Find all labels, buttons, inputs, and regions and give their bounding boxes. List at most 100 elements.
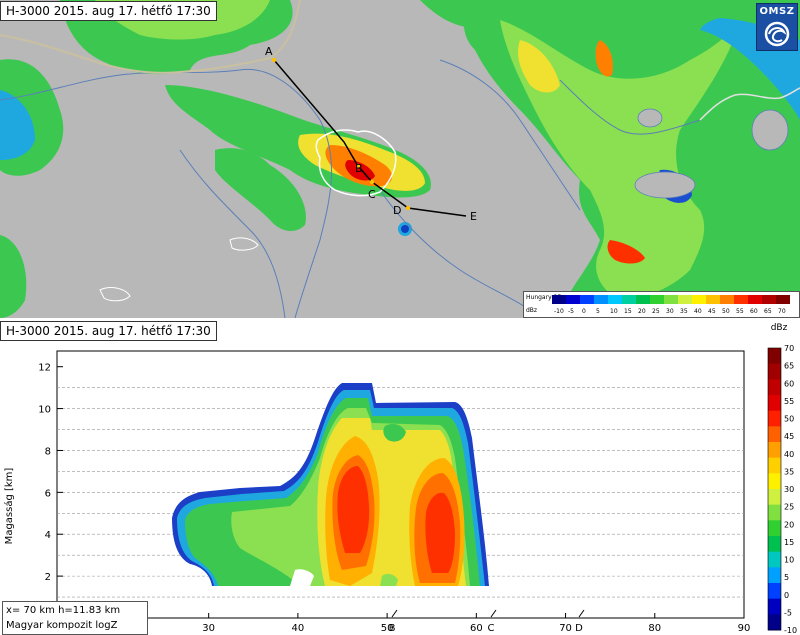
scale-tick-label: 70 (778, 308, 786, 315)
scale-tick-label: 20 (638, 308, 646, 315)
scale-tick-label: 55 (736, 308, 744, 315)
scale-swatch (608, 295, 622, 304)
y-tick-label: 4 (45, 530, 51, 541)
y-axis-label: Magasság [km] (3, 468, 15, 545)
colorbar-tick-label: 70 (784, 344, 794, 353)
colorbar-tick-label: -10 (784, 626, 797, 635)
scale-swatch (720, 295, 734, 304)
scale-tick-label: 50 (722, 308, 730, 315)
colorbar-swatch (768, 614, 781, 631)
colorbar-swatch (768, 583, 781, 600)
colorbar-swatch (768, 395, 781, 412)
scale-unit: dBz (526, 307, 538, 314)
radar-map-panel[interactable]: A B C D E H-3000 2015. aug 17. hétfő 17:… (0, 0, 800, 318)
omsz-logo-text: OMSZ (759, 6, 795, 17)
scale-swatch (692, 295, 706, 304)
colorbar-tick-label: 30 (784, 485, 794, 494)
section-point-d: D (393, 204, 401, 217)
colorbar-tick-label: 15 (784, 538, 794, 547)
section-point-c: C (368, 188, 376, 201)
reflectivity-field (172, 383, 489, 586)
precipitation-areas (0, 0, 800, 318)
x-tick-label: 60 (470, 623, 483, 634)
x-tick-label: 80 (648, 623, 661, 634)
scale-swatch (734, 295, 748, 304)
colorbar-swatch (768, 504, 781, 521)
omsz-logo: OMSZ (756, 3, 798, 51)
colorbar-tick-label: 55 (784, 397, 794, 406)
scale-tick-label: 35 (680, 308, 688, 315)
scale-swatch (636, 295, 650, 304)
section-point-markers: B C D (389, 609, 585, 634)
scale-swatch (748, 295, 762, 304)
scale-tick-label: 30 (666, 308, 674, 315)
scale-tick-label: -10 (554, 308, 564, 315)
y-tick-label: 12 (38, 363, 51, 374)
colorbar-swatch (768, 520, 781, 537)
colorbar-tick-label: 35 (784, 467, 794, 476)
scale-swatch (566, 295, 580, 304)
section-point-e: E (470, 210, 477, 223)
colorbar-swatch (768, 598, 781, 615)
scale-swatches: -10 -5 0 5 10 15 20 25 30 35 40 45 50 55 60 65 70 (552, 295, 790, 315)
colorbar-tick-label: 20 (784, 520, 794, 529)
boundaries (0, 0, 800, 302)
scale-tick-label: 40 (694, 308, 702, 315)
colorbar-tick-label: 40 (784, 450, 794, 459)
section-marker-label: B (389, 623, 396, 634)
colorbar-swatch (768, 551, 781, 568)
scale-swatch (622, 295, 636, 304)
colorbar-tick-label: 50 (784, 415, 794, 424)
scale-swatch (706, 295, 720, 304)
x-tick-label: 70 (559, 623, 572, 634)
colorbar-swatch (768, 426, 781, 443)
colorbar-tick-label: 25 (784, 503, 794, 512)
readout-position: x= 70 km h=11.83 km (6, 605, 121, 616)
colorbar-swatch (768, 473, 781, 490)
colorbar-swatch (768, 457, 781, 474)
colorbar-tick-label: 10 (784, 556, 794, 565)
height-gridlines (57, 387, 744, 598)
scale-swatch (664, 295, 678, 304)
scale-tick-label: 25 (652, 308, 660, 315)
colorbar-tick-label: 60 (784, 379, 794, 388)
height-axis-ticks: 12 10 8 6 4 2 (38, 363, 63, 583)
lakes (634, 108, 789, 199)
scale-swatch (650, 295, 664, 304)
colorbar-tick-label: 45 (784, 432, 794, 441)
scale-swatch (552, 295, 566, 304)
scale-tick-label: 15 (624, 308, 632, 315)
section-point-a: A (265, 45, 273, 58)
y-tick-label: 6 (45, 488, 51, 499)
scale-swatch (678, 295, 692, 304)
colorbar-swatch (768, 348, 781, 365)
colorbar-swatch (768, 442, 781, 459)
section-marker-tick (490, 609, 497, 618)
section-timestamp-title: H-3000 2015. aug 17. hétfő 17:30 (0, 321, 217, 341)
rivers (0, 59, 701, 318)
colorbar-unit: dBz (771, 323, 788, 333)
scale-tick-label: 65 (764, 308, 772, 315)
cursor-readout: x= 70 km h=11.83 km Magyar kompozit logZ… (2, 601, 148, 635)
scale-tick-label: -5 (568, 308, 574, 315)
omsz-swirl-icon (764, 21, 790, 47)
radar-map[interactable]: A B C D E (0, 0, 800, 318)
colorbar-tick-label: 65 (784, 362, 794, 371)
colorbar-swatch (768, 410, 781, 427)
colorbar-tick-label: 5 (784, 573, 789, 582)
colorbar-swatch (768, 536, 781, 553)
scale-swatch (594, 295, 608, 304)
colorbar-tick-label: -5 (784, 608, 792, 617)
section-marker-label: C (488, 623, 495, 634)
scale-swatch (762, 295, 776, 304)
cross-section-line[interactable]: A B C D E (265, 45, 477, 223)
map-color-scale: Hungary-3D dBz -10 -5 0 5 10 15 20 25 30 35 40 45 50… (523, 291, 800, 318)
scale-tick-label: 10 (610, 308, 618, 315)
colorbar-frame (767, 347, 782, 631)
readout-value: Magyar kompozit logZ -32.0 dBz (6, 620, 118, 631)
x-tick-label: 30 (202, 623, 215, 634)
scale-tick-label: 5 (596, 308, 600, 315)
